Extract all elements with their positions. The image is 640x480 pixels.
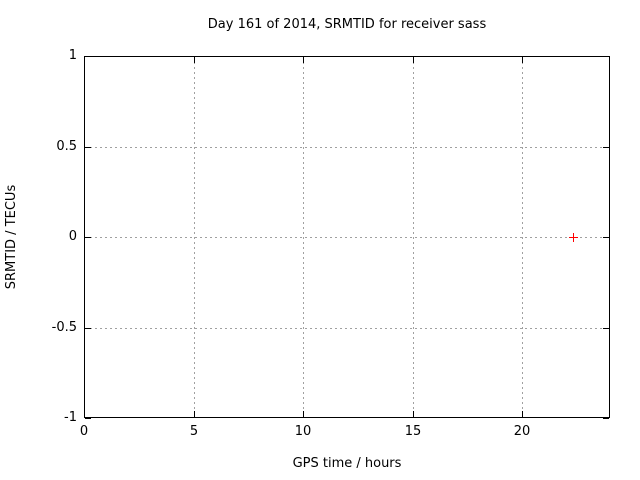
x-tick-bottom — [303, 411, 304, 417]
plus-marker-vline — [573, 233, 574, 242]
chart-title: Day 161 of 2014, SRMTID for receiver sas… — [207, 17, 487, 32]
x-tick-top — [194, 57, 195, 63]
y-tick-left — [85, 147, 91, 148]
y-tick-right — [603, 56, 609, 57]
y-tick-left — [85, 237, 91, 238]
x-tick-bottom — [84, 411, 85, 417]
y-tick-right — [603, 328, 609, 329]
x-axis-label: GPS time / hours — [292, 456, 402, 471]
x-tick-label: 15 — [404, 424, 422, 439]
x-tick-label: 5 — [189, 424, 199, 439]
y-tick-label: 1 — [68, 48, 77, 63]
y-tick-left — [85, 418, 91, 419]
y-gridline — [85, 237, 609, 238]
x-tick-top — [303, 57, 304, 63]
plot-area — [84, 56, 610, 418]
x-tick-label: 10 — [294, 424, 312, 439]
y-gridline — [85, 147, 609, 148]
x-tick-top — [84, 57, 85, 63]
y-gridline — [85, 328, 609, 329]
y-tick-label: 0 — [68, 229, 77, 244]
x-tick-label: 20 — [513, 424, 531, 439]
y-tick-label: 0.5 — [56, 139, 77, 154]
x-tick-bottom — [522, 411, 523, 417]
x-tick-label: 0 — [79, 424, 89, 439]
y-tick-right — [603, 147, 609, 148]
x-tick-top — [413, 57, 414, 63]
y-tick-right — [603, 237, 609, 238]
x-tick-bottom — [413, 411, 414, 417]
y-tick-label: -0.5 — [51, 320, 77, 335]
y-tick-left — [85, 328, 91, 329]
y-tick-label: -1 — [64, 410, 77, 425]
y-tick-left — [85, 56, 91, 57]
y-axis-label: SRMTID / TECUs — [4, 184, 19, 290]
data-point-marker — [569, 233, 578, 242]
y-tick-right — [603, 418, 609, 419]
x-tick-top — [522, 57, 523, 63]
x-tick-bottom — [194, 411, 195, 417]
